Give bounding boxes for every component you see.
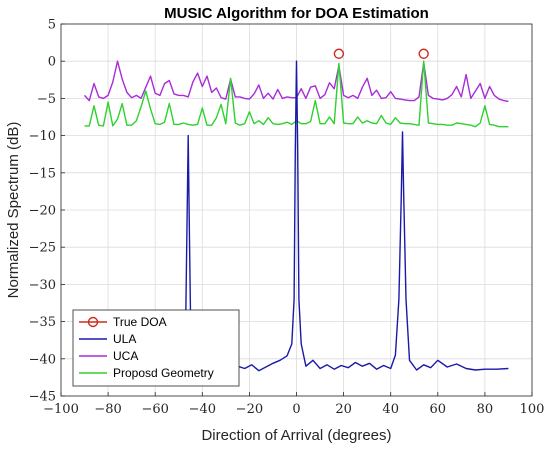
ticks: −100 −80 −60 −40 −20 0 20 40 60 80 100−45−40−35−30… bbox=[29, 18, 545, 418]
y-tick-label: 0 bbox=[48, 55, 56, 70]
x-tick-label: −100 bbox=[43, 402, 79, 417]
true-doa-marker bbox=[418, 48, 429, 59]
legend-item-proposd-geometry: Proposd Geometry bbox=[79, 366, 214, 380]
legend-label: UCA bbox=[113, 349, 138, 363]
y-tick-label: −5 bbox=[37, 92, 56, 107]
x-tick-label: −40 bbox=[189, 402, 216, 417]
y-tick-label: −10 bbox=[29, 129, 56, 144]
x-axis-label: Direction of Arrival (degrees) bbox=[201, 427, 391, 444]
x-tick-label: 80 bbox=[477, 402, 494, 417]
legend-label: Proposd Geometry bbox=[113, 366, 214, 380]
x-tick-label: 100 bbox=[520, 402, 545, 417]
x-tick-label: 60 bbox=[430, 402, 447, 417]
x-tick-label: −60 bbox=[141, 402, 168, 417]
true-doa-marker bbox=[333, 48, 345, 59]
y-tick-label: −45 bbox=[29, 390, 56, 405]
y-tick-label: −40 bbox=[29, 352, 56, 367]
y-tick-label: −35 bbox=[29, 315, 56, 330]
x-tick-label: −20 bbox=[236, 402, 263, 417]
x-tick-label: −80 bbox=[94, 402, 121, 417]
legend-marker bbox=[87, 316, 99, 328]
legend-item-true-doa: True DOA bbox=[79, 315, 167, 329]
y-tick-label: −20 bbox=[29, 204, 56, 219]
y-tick-label: −25 bbox=[29, 241, 56, 256]
chart-title: MUSIC Algorithm for DOA Estimation bbox=[164, 5, 429, 22]
y-tick-label: −15 bbox=[29, 166, 56, 181]
legend: True DOA ULA UCA Proposd Geometry bbox=[72, 309, 240, 387]
proposd-geometry-series-line bbox=[84, 60, 509, 128]
x-tick-label: 40 bbox=[382, 402, 399, 417]
legend-item-ula: ULA bbox=[79, 332, 136, 346]
x-tick-label: 20 bbox=[335, 402, 352, 417]
x-tick-label: 0 bbox=[292, 402, 300, 417]
y-axis-label: Normalized Spectrum (dB) bbox=[5, 122, 22, 299]
y-tick-label: −30 bbox=[29, 278, 56, 293]
y-tick-label: 5 bbox=[48, 18, 56, 33]
legend-label: True DOA bbox=[113, 315, 167, 329]
legend-item-uca: UCA bbox=[79, 349, 138, 363]
legend-label: ULA bbox=[113, 332, 136, 346]
